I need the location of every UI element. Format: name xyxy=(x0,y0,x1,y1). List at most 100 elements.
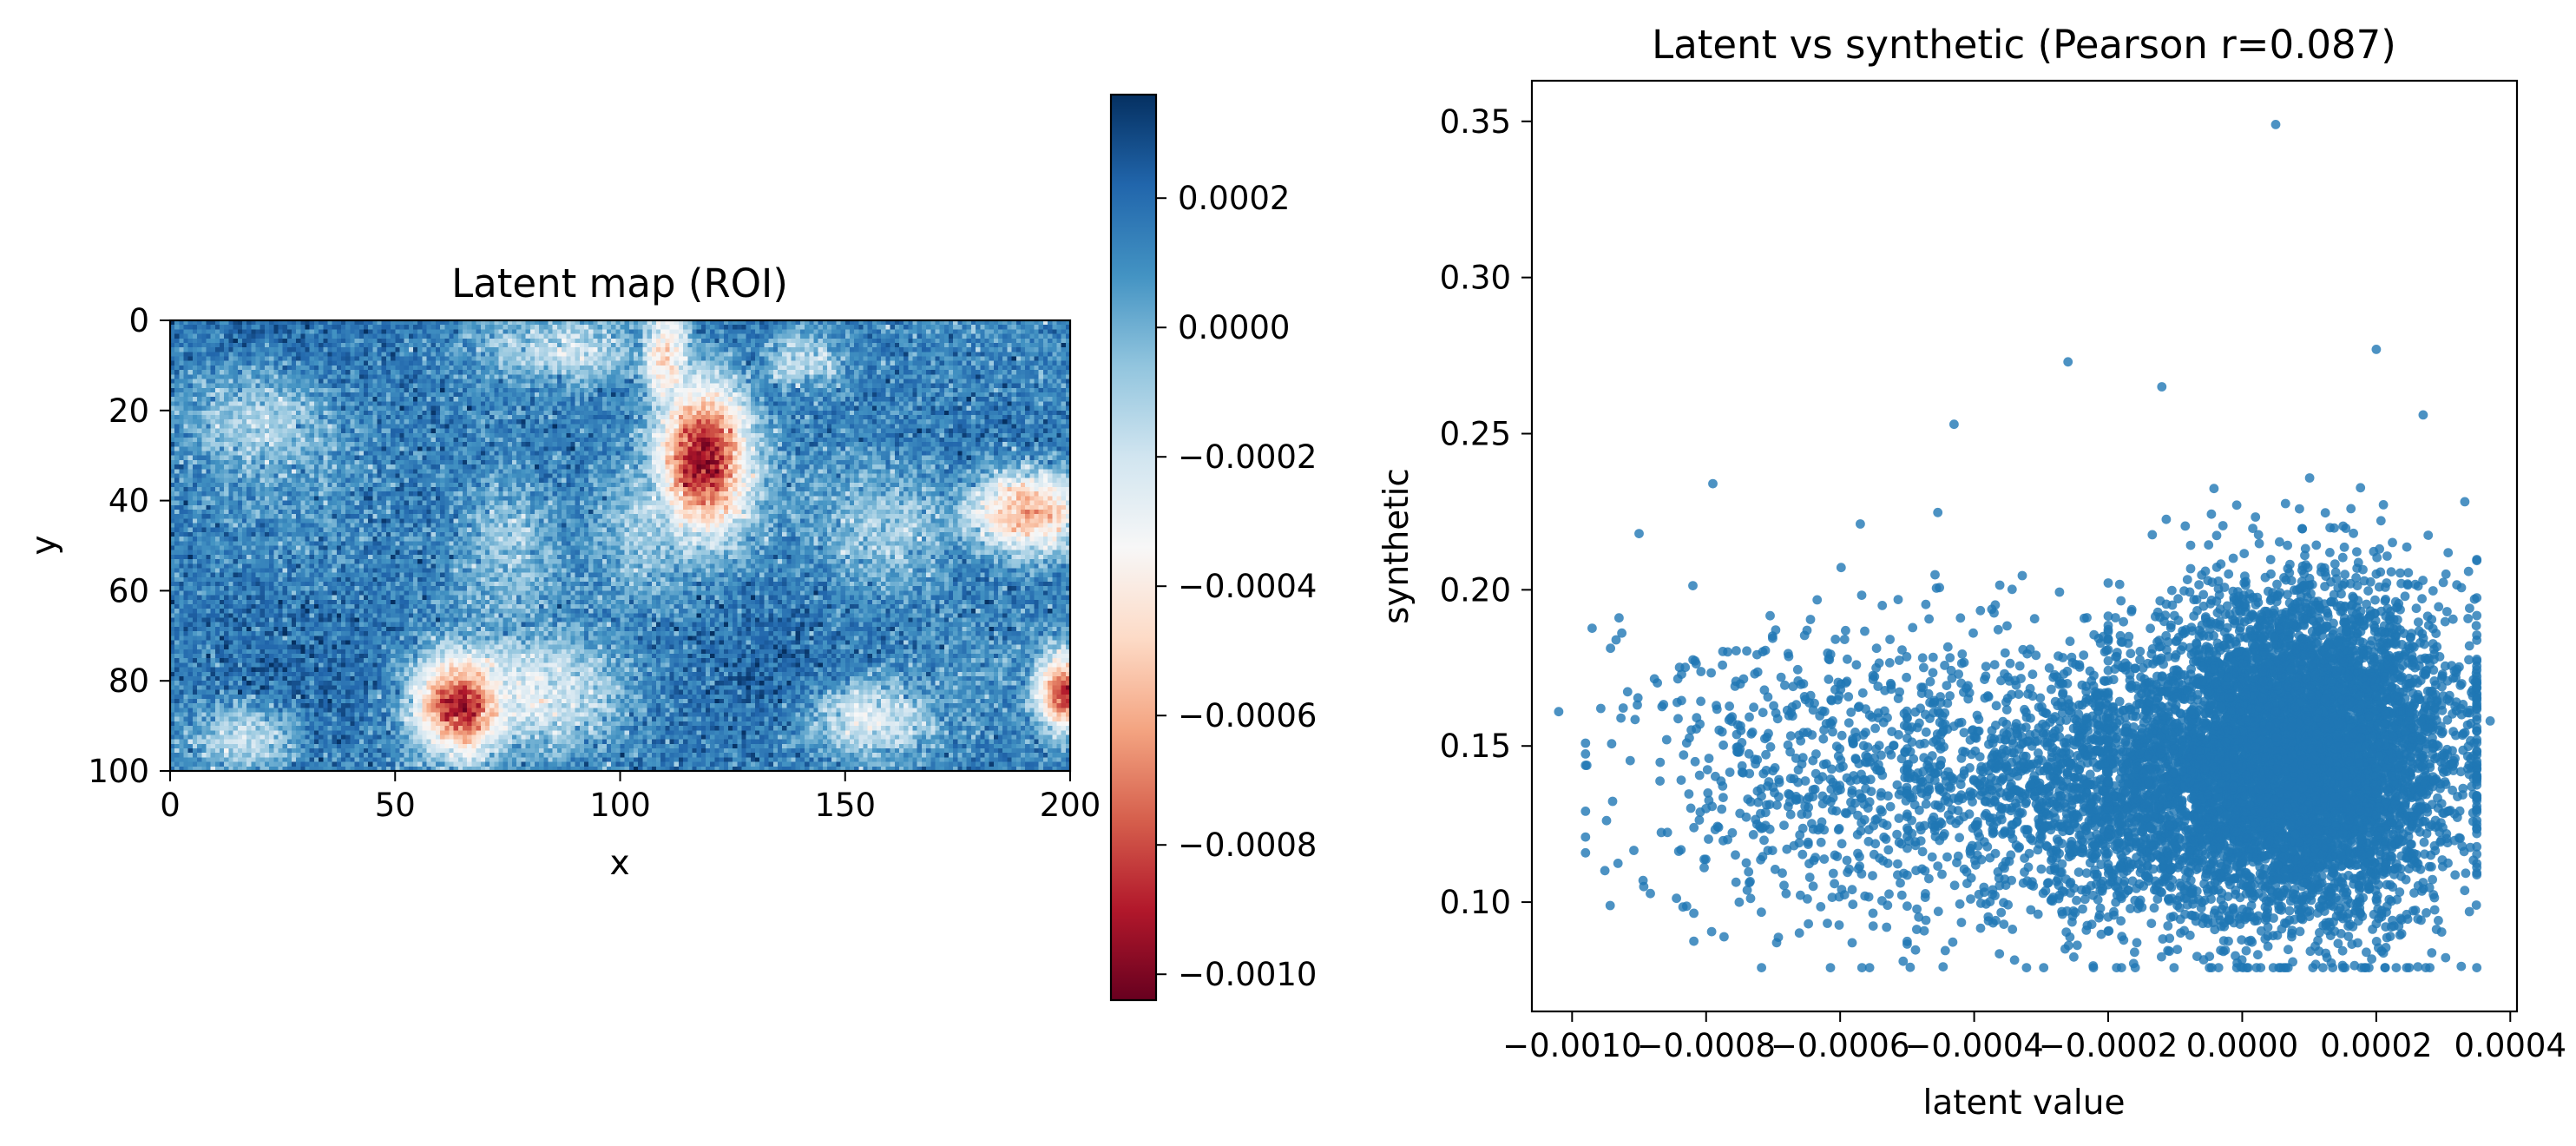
scatter-point xyxy=(2224,651,2234,662)
scatter-point xyxy=(2329,589,2339,600)
scatter-point xyxy=(2283,540,2293,550)
colorbar-tick-label: −0.0006 xyxy=(1178,697,1317,734)
scatter-point xyxy=(2294,630,2304,641)
colorbar-tick-label: 0.0000 xyxy=(1178,309,1290,346)
scatter-point xyxy=(2126,649,2136,659)
scatter-point xyxy=(2428,586,2438,596)
scatter-point xyxy=(2358,637,2368,648)
scatter-point xyxy=(2408,764,2417,774)
scatter-point xyxy=(2201,612,2211,622)
scatter-point xyxy=(2228,553,2238,563)
colorbar-fill xyxy=(1111,95,1156,1000)
scatter-point xyxy=(2464,761,2474,770)
scatter-point xyxy=(2312,637,2323,647)
scatter-point xyxy=(2158,934,2168,944)
scatter-point xyxy=(2240,580,2251,590)
scatter-point xyxy=(2326,883,2336,893)
scatter-point xyxy=(2362,947,2371,958)
scatter-point xyxy=(2209,484,2219,494)
scatter-point xyxy=(2353,557,2363,568)
scatter-point xyxy=(2343,921,2354,932)
scatter-point xyxy=(2159,616,2169,627)
scatter-point xyxy=(2390,596,2401,607)
colorbar-tick-label: −0.0004 xyxy=(1178,568,1317,605)
scatter-point xyxy=(2349,960,2360,971)
scatter-point xyxy=(2427,820,2437,830)
scatter-point xyxy=(2225,633,2235,643)
scatter-point xyxy=(2241,945,2251,956)
colorbar-tick-label: −0.0010 xyxy=(1178,956,1317,993)
scatter-point xyxy=(2295,504,2304,514)
colorbar: 0.00020.0000−0.0002−0.0004−0.0006−0.0008… xyxy=(1109,93,1317,1002)
scatter-point xyxy=(2365,576,2376,587)
heatmap-title: Latent map (ROI) xyxy=(451,260,788,306)
heatmap-x-tick-label: 150 xyxy=(814,787,876,824)
scatter-point xyxy=(2306,882,2316,892)
scatter-point xyxy=(2441,829,2452,839)
scatter-point xyxy=(2390,692,2401,702)
heatmap-y-tick-label: 80 xyxy=(108,662,149,700)
scatter-point xyxy=(2163,921,2173,931)
heatmap-y-tick-label: 0 xyxy=(128,302,149,339)
heatmap-x-tick-label: 100 xyxy=(589,787,651,824)
heatmap-y-label: y xyxy=(25,535,64,555)
scatter-point xyxy=(2149,903,2159,913)
scatter-point xyxy=(2443,548,2454,557)
scatter-point xyxy=(2326,596,2336,607)
scatter-point xyxy=(2251,600,2261,609)
scatter-point xyxy=(2359,621,2369,631)
scatter-point xyxy=(2222,601,2232,611)
scatter-point xyxy=(2161,514,2172,524)
scatter-point xyxy=(2339,578,2349,589)
scatter-point xyxy=(2263,922,2273,932)
scatter-point xyxy=(2384,650,2395,661)
scatter-point xyxy=(2254,538,2264,549)
scatter-point xyxy=(2457,730,2468,741)
scatter-point xyxy=(2436,818,2446,828)
scatter-point xyxy=(2250,642,2259,652)
scatter-point xyxy=(2456,679,2467,688)
scatter-point xyxy=(2340,570,2350,580)
scatter-point xyxy=(2114,579,2125,589)
scatter-point xyxy=(2386,567,2396,577)
scatter-point xyxy=(2471,900,2481,910)
scatter-point xyxy=(2161,630,2172,641)
scatter-point xyxy=(2338,521,2349,531)
scatter-point xyxy=(2429,905,2440,915)
scatter-point xyxy=(2472,610,2482,621)
scatter-point xyxy=(2362,786,2373,796)
scatter-point xyxy=(2409,888,2419,898)
scatter-points xyxy=(1554,120,2495,972)
scatter-point xyxy=(2103,578,2113,588)
scatter-point xyxy=(2434,915,2443,925)
scatter-point xyxy=(2428,890,2439,899)
scatter-point xyxy=(2182,575,2192,584)
scatter-point xyxy=(2472,630,2482,640)
scatter-point xyxy=(2472,870,2482,879)
scatter-point xyxy=(2471,621,2481,631)
scatter-point xyxy=(2376,516,2386,526)
scatter-point xyxy=(2438,861,2448,872)
scatter-point xyxy=(2297,524,2308,534)
scatter-point xyxy=(2401,726,2411,736)
scatter-point xyxy=(2369,909,2379,919)
heatmap-image-container xyxy=(170,320,1070,771)
scatter-point xyxy=(2451,730,2461,741)
scatter-point xyxy=(2380,596,2390,606)
scatter-point xyxy=(2318,963,2328,972)
heatmap-panel: Latent map (ROI) 0 50 100 150 200 0204060801… xyxy=(25,260,1101,883)
scatter-point xyxy=(2280,498,2290,509)
scatter-point xyxy=(2449,758,2460,768)
scatter-point xyxy=(2382,692,2392,702)
scatter-point xyxy=(2349,528,2359,538)
scatter-point xyxy=(2440,616,2450,627)
scatter-point xyxy=(2431,925,2441,934)
scatter-point xyxy=(2307,609,2317,618)
scatter-point xyxy=(2263,941,2273,952)
heatmap-y-tick-label: 60 xyxy=(108,572,149,609)
scatter-point xyxy=(2200,566,2211,576)
scatter-point xyxy=(2393,792,2403,801)
scatter-point xyxy=(2347,639,2357,649)
scatter-point xyxy=(2400,591,2410,602)
heatmap-x-label: x xyxy=(609,844,629,883)
